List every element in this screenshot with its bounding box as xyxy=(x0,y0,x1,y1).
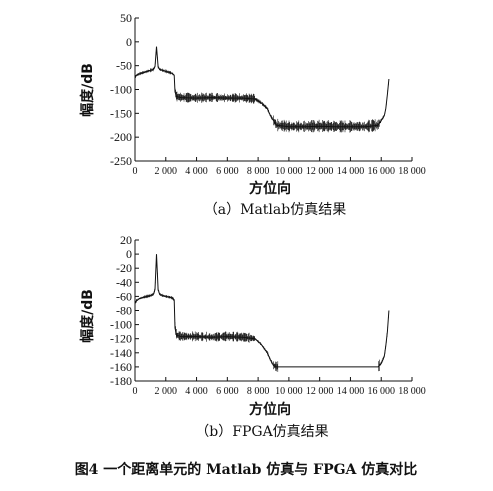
chart-b-caption: （b）FPGA仿真结果 xyxy=(195,424,328,440)
chart-b-y-label: 幅度/dB xyxy=(79,289,96,343)
chart-b-y-tick-label: -160 xyxy=(110,360,132,374)
chart-b-y-ticks: 200-20-40-60-80-100-120-140-160-180 xyxy=(110,233,139,388)
chart-b-x-tick-label: 2 000 xyxy=(155,386,178,397)
chart-b-x-tick-label: 0 xyxy=(133,386,138,397)
chart-b-y-tick-label: 0 xyxy=(126,247,132,261)
chart-a-x-tick-label: 14 000 xyxy=(337,166,365,177)
chart-b-y-tick-label: -140 xyxy=(110,346,132,360)
chart-b-x-tick-label: 6 000 xyxy=(216,386,239,397)
chart-a-x-tick-label: 6 000 xyxy=(216,166,239,177)
chart-b-y-tick-label: -180 xyxy=(110,374,132,388)
chart-a-y-tick-label: 0 xyxy=(126,35,132,49)
chart-a-x-tick-label: 8 000 xyxy=(247,166,270,177)
chart-a-x-tick-label: 12 000 xyxy=(306,166,334,177)
chart-b-y-tick-label: 20 xyxy=(120,233,132,247)
chart-b-x-label: 方位向 xyxy=(249,401,291,418)
chart-b-y-tick-label: -60 xyxy=(116,289,132,303)
chart-b-x-tick-label: 8 000 xyxy=(247,386,270,397)
chart-b-y-tick-label: -40 xyxy=(116,275,132,289)
chart-b-x-tick-label: 16 000 xyxy=(367,386,395,397)
figure-caption: 图4 一个距离单元的 Matlab 仿真与 FPGA 仿真对比 xyxy=(75,461,418,478)
chart-b-noise-detail xyxy=(134,256,389,372)
chart-b-x-tick-label: 4 000 xyxy=(185,386,208,397)
chart-a-y-tick-label: -250 xyxy=(110,154,132,168)
chart-b-y-tick-label: -80 xyxy=(116,304,132,318)
chart-a-y-tick-label: -100 xyxy=(110,83,132,97)
chart-a-x-label: 方位向 xyxy=(249,180,291,197)
chart-a-x-tick-label: 18 000 xyxy=(398,166,426,177)
chart-b-y-tick-label: -20 xyxy=(116,261,132,275)
chart-b-y-tick-label: -100 xyxy=(110,318,132,332)
chart-a-x-tick-label: 2 000 xyxy=(155,166,178,177)
chart-b-x-tick-label: 14 000 xyxy=(337,386,365,397)
chart-b-x-tick-label: 18 000 xyxy=(398,386,426,397)
chart-a-caption: （a）Matlab仿真结果 xyxy=(204,202,346,218)
chart-a-x-tick-label: 16 000 xyxy=(367,166,395,177)
chart-a-noise-detail xyxy=(134,47,389,133)
chart-b-series-line xyxy=(134,254,390,368)
chart-a-y-label: 幅度/dB xyxy=(79,63,96,117)
chart-a-y-tick-label: -200 xyxy=(110,130,132,144)
chart-b-x-tick-label: 12 000 xyxy=(306,386,334,397)
chart-a-y-ticks: 50 0 -50 -100 -150 -200 -250 xyxy=(110,11,139,168)
chart-a-series-line xyxy=(134,46,390,128)
chart-a-x-tick-label: 10 000 xyxy=(275,166,303,177)
chart-a: 50 0 -50 -100 -150 -200 -250 0 2 000 4 000 6 000 8… xyxy=(79,11,426,218)
chart-b-x-tick-label: 10 000 xyxy=(275,386,303,397)
chart-a-y-tick-label: 50 xyxy=(120,11,132,25)
chart-a-y-tick-label: -50 xyxy=(116,59,132,73)
chart-a-x-tick-label: 4 000 xyxy=(185,166,208,177)
chart-b-y-tick-label: -120 xyxy=(110,332,132,346)
chart-a-x-tick-label: 0 xyxy=(133,166,138,177)
chart-a-y-tick-label: -150 xyxy=(110,106,132,120)
